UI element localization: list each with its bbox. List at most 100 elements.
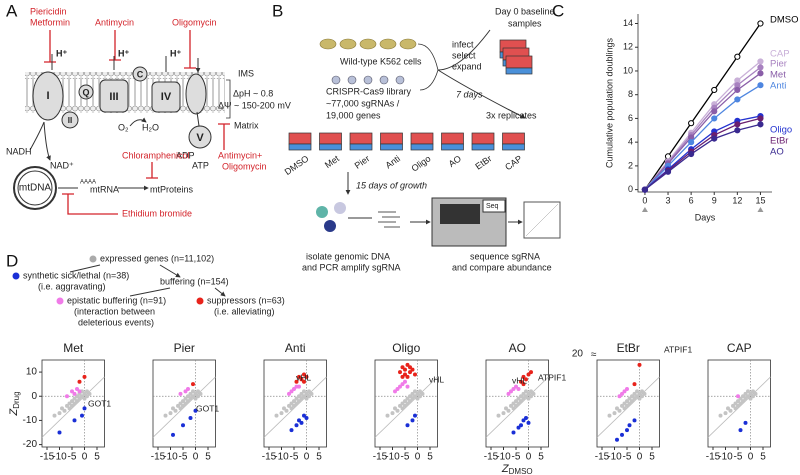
data-point — [168, 411, 173, 416]
metabolite: H₂O — [142, 122, 159, 132]
flask — [502, 143, 525, 151]
data-point — [191, 382, 195, 387]
data-point — [640, 389, 644, 394]
shape — [437, 29, 525, 118]
shape — [13, 166, 57, 210]
data-point — [297, 399, 301, 404]
data-point — [521, 374, 526, 379]
shape — [132, 66, 148, 82]
step: expand — [452, 61, 482, 71]
data-point — [302, 372, 306, 377]
data-point — [521, 382, 526, 387]
data-point — [514, 403, 518, 408]
data-point — [637, 396, 642, 401]
data-point — [181, 399, 185, 404]
data-point — [292, 399, 296, 404]
data-point — [757, 64, 764, 71]
condition-label: DMSO — [283, 153, 311, 177]
data-point — [77, 379, 82, 384]
data-point — [509, 389, 513, 394]
data-point — [304, 391, 309, 396]
data-point — [398, 370, 402, 375]
data-point — [299, 420, 304, 425]
data-point — [748, 396, 753, 401]
shape — [44, 30, 196, 69]
data-point — [632, 396, 637, 401]
data-point — [181, 423, 185, 428]
x-tick-label: -15 — [595, 452, 610, 463]
series-label: Oligo — [770, 125, 792, 136]
shape — [379, 38, 397, 50]
condition-label: EtBr — [473, 153, 493, 171]
data-point — [302, 379, 306, 384]
data-point — [741, 399, 745, 404]
poly-a: AAAA — [80, 180, 96, 186]
data-point — [297, 384, 301, 389]
data-point — [625, 387, 629, 391]
complex-label: I — [46, 90, 49, 102]
flask — [349, 143, 373, 151]
data-point — [511, 406, 516, 411]
data-point — [82, 406, 87, 411]
y-axis-label: Cumulative population doublings — [604, 37, 614, 168]
data-point — [289, 428, 294, 433]
data-point — [72, 418, 77, 423]
data-point — [400, 365, 405, 370]
data-point — [514, 399, 518, 404]
data-point — [403, 379, 407, 384]
axis-break: ≈ — [591, 350, 597, 361]
label-sub: DMSO — [509, 467, 533, 475]
x-tick-label: -5 — [179, 452, 188, 463]
data-point — [726, 406, 730, 411]
data-point — [80, 413, 84, 418]
data-point — [85, 389, 89, 394]
gene-label: ATPIF1 — [664, 344, 692, 354]
x-tick-label: -5 — [290, 452, 299, 463]
data-point — [65, 394, 69, 399]
data-point — [307, 394, 311, 399]
data-point — [496, 413, 501, 418]
series-label: AO — [770, 147, 784, 158]
data-point — [171, 432, 175, 437]
data-point — [620, 391, 624, 396]
data-point — [408, 399, 412, 404]
x-tick-label: -10 — [607, 452, 622, 463]
data-point — [186, 399, 190, 404]
shape — [331, 75, 341, 85]
flask — [319, 143, 342, 151]
data-point — [612, 411, 617, 416]
shape — [188, 125, 212, 149]
panel-label: B — [272, 1, 283, 20]
data-point — [514, 384, 518, 389]
x-axis-label: ZDMSO — [501, 463, 533, 475]
data-point — [309, 391, 314, 396]
plot-frame — [374, 359, 438, 448]
data-point — [511, 430, 516, 435]
data-point — [405, 384, 410, 389]
data-point — [178, 406, 183, 411]
proton: H⁺ — [118, 48, 129, 58]
data-point — [688, 120, 695, 127]
delta-ph: ΔpH ~ 0.8 — [233, 88, 273, 98]
data-point — [723, 411, 728, 416]
data-point — [82, 396, 87, 401]
x-tick-label: 5 — [538, 452, 544, 463]
data-point — [408, 394, 412, 399]
data-point — [75, 399, 79, 404]
data-point — [413, 372, 417, 377]
series-label: Pier — [770, 59, 787, 70]
data-point — [757, 58, 764, 65]
data-point — [196, 394, 200, 399]
data-point — [400, 382, 405, 387]
library-label: 19,000 genes — [326, 110, 381, 120]
data-point — [738, 401, 743, 406]
shape — [324, 220, 336, 232]
data-point — [524, 377, 528, 382]
shape — [482, 199, 506, 213]
shape — [89, 255, 97, 263]
legend-text: deleterious events) — [78, 317, 154, 327]
data-point — [635, 389, 639, 394]
panel-label: D — [6, 251, 18, 270]
plot-title: Oligo — [392, 341, 420, 355]
